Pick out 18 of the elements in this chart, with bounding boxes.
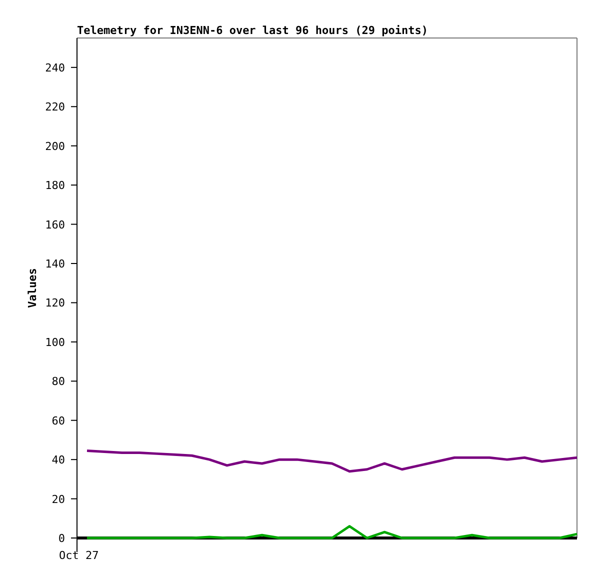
chart-title: Telemetry for IN3ENN-6 over last 96 hours (29 points) [77,24,428,37]
y-tick-label: 240 [45,61,65,74]
y-tick-label: 200 [45,140,65,153]
y-tick-label: 160 [45,218,65,232]
y-tick-label: 80 [52,375,65,388]
y-tick-label: 0 [58,532,65,545]
y-tick-label: 220 [45,100,65,114]
line-series [86,449,578,473]
x-tick-label: Oct 27 [59,549,99,562]
y-tick-label: 180 [45,179,65,192]
y-tick-label: 120 [45,296,65,310]
y-tick-label: 140 [45,257,65,270]
y-tick-label: 60 [52,414,65,428]
y-tick-label: 100 [45,336,65,349]
y-axis-title: Values [26,268,39,308]
y-tick-label: 40 [52,454,65,467]
line-series [86,524,578,540]
y-tick-label: 20 [52,492,65,506]
